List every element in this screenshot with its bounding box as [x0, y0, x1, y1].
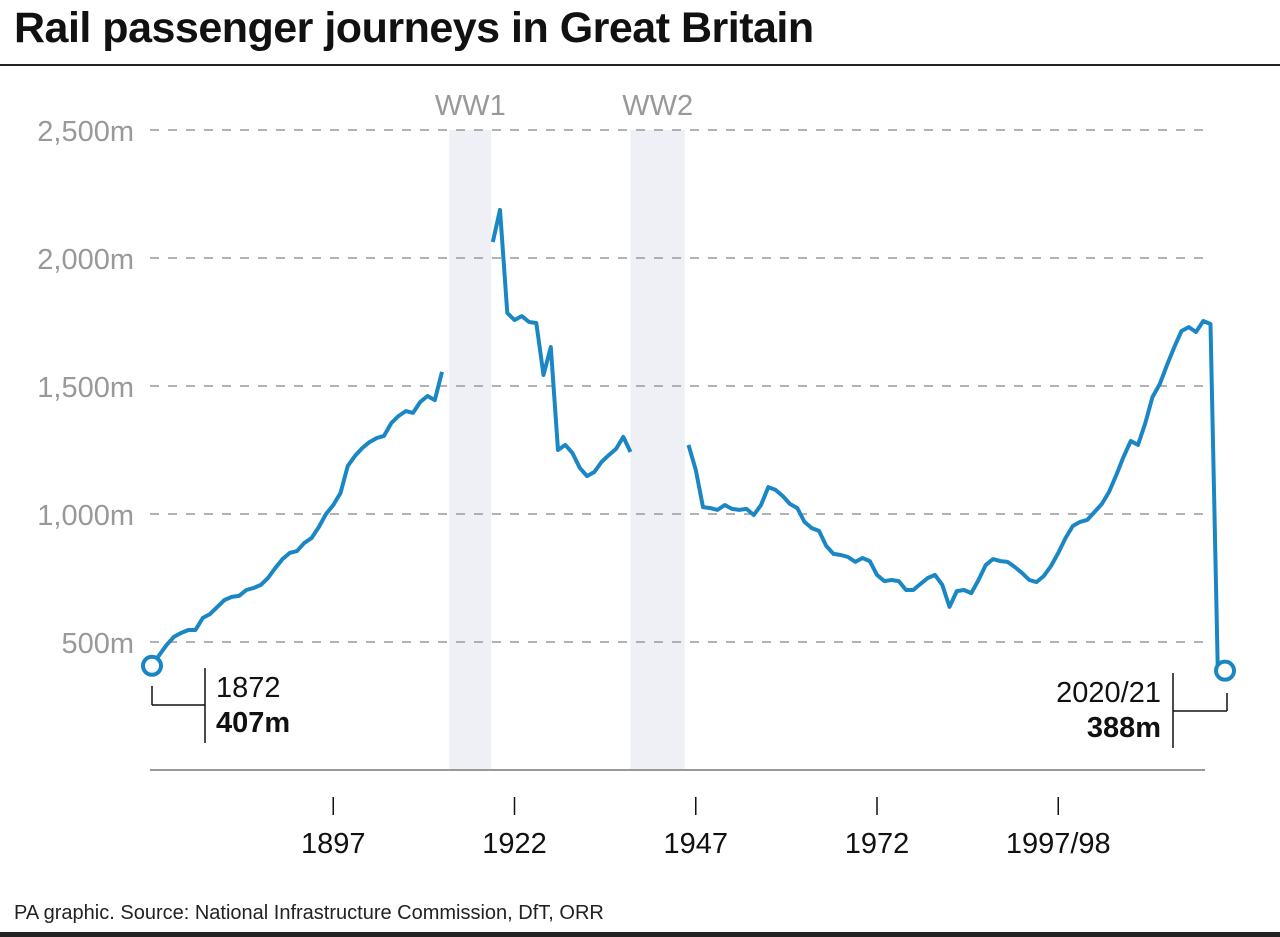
x-tick-label: 1997/98: [1006, 828, 1111, 860]
y-tick-label: 500m: [61, 628, 134, 660]
footer-rule: [0, 932, 1280, 937]
start-point-marker: [141, 654, 163, 677]
chart-title: Rail passenger journeys in Great Britain: [14, 4, 814, 52]
y-tick-label: 2,500m: [37, 116, 134, 148]
y-tick-label: 1,000m: [37, 500, 134, 532]
x-tick-label: 1922: [482, 828, 547, 860]
band-label: WW2: [622, 90, 693, 122]
line-chart: WW1 WW2 500m 1,000m 1,500m 2,000m 2,500m 1897…: [37, 90, 1236, 860]
y-tick-label: 1,500m: [37, 372, 134, 404]
x-tick-label: 1972: [845, 828, 910, 860]
band-ww1: [449, 130, 492, 770]
end-value-label: 388m: [1087, 712, 1161, 744]
series-line-segment: [490, 207, 633, 479]
end-point-marker: [1214, 659, 1236, 682]
x-tick-label: 1947: [663, 828, 728, 860]
start-value-label: 407m: [216, 707, 290, 739]
y-tick-label: 2,000m: [37, 244, 134, 276]
band-ww2: [630, 130, 685, 770]
title-divider: [0, 64, 1280, 66]
series-line-segment: [686, 319, 1220, 671]
band-label: WW1: [435, 90, 506, 122]
x-tick-label: 1897: [301, 828, 366, 860]
start-year-label: 1872: [216, 672, 281, 704]
source-note: PA graphic. Source: National Infrastruct…: [14, 902, 604, 924]
end-year-label: 2020/21: [1056, 677, 1161, 709]
series-line-segment: [150, 371, 444, 667]
